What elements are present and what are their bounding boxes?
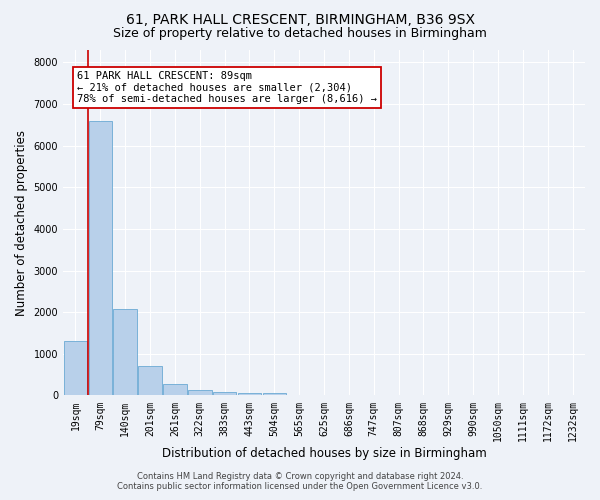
Bar	[238, 394, 261, 396]
Bar	[138, 366, 162, 396]
Y-axis label: Number of detached properties: Number of detached properties	[15, 130, 28, 316]
Text: Contains HM Land Registry data © Crown copyright and database right 2024.
Contai: Contains HM Land Registry data © Crown c…	[118, 472, 482, 491]
Text: 61 PARK HALL CRESCENT: 89sqm
← 21% of detached houses are smaller (2,304)
78% of: 61 PARK HALL CRESCENT: 89sqm ← 21% of de…	[77, 71, 377, 104]
Bar	[263, 394, 286, 396]
X-axis label: Distribution of detached houses by size in Birmingham: Distribution of detached houses by size …	[161, 447, 487, 460]
Text: 61, PARK HALL CRESCENT, BIRMINGHAM, B36 9SX: 61, PARK HALL CRESCENT, BIRMINGHAM, B36 …	[125, 12, 475, 26]
Bar	[113, 309, 137, 396]
Bar	[64, 342, 87, 396]
Bar	[213, 392, 236, 396]
Bar	[163, 384, 187, 396]
Text: Size of property relative to detached houses in Birmingham: Size of property relative to detached ho…	[113, 28, 487, 40]
Bar	[188, 390, 212, 396]
Bar	[89, 121, 112, 396]
